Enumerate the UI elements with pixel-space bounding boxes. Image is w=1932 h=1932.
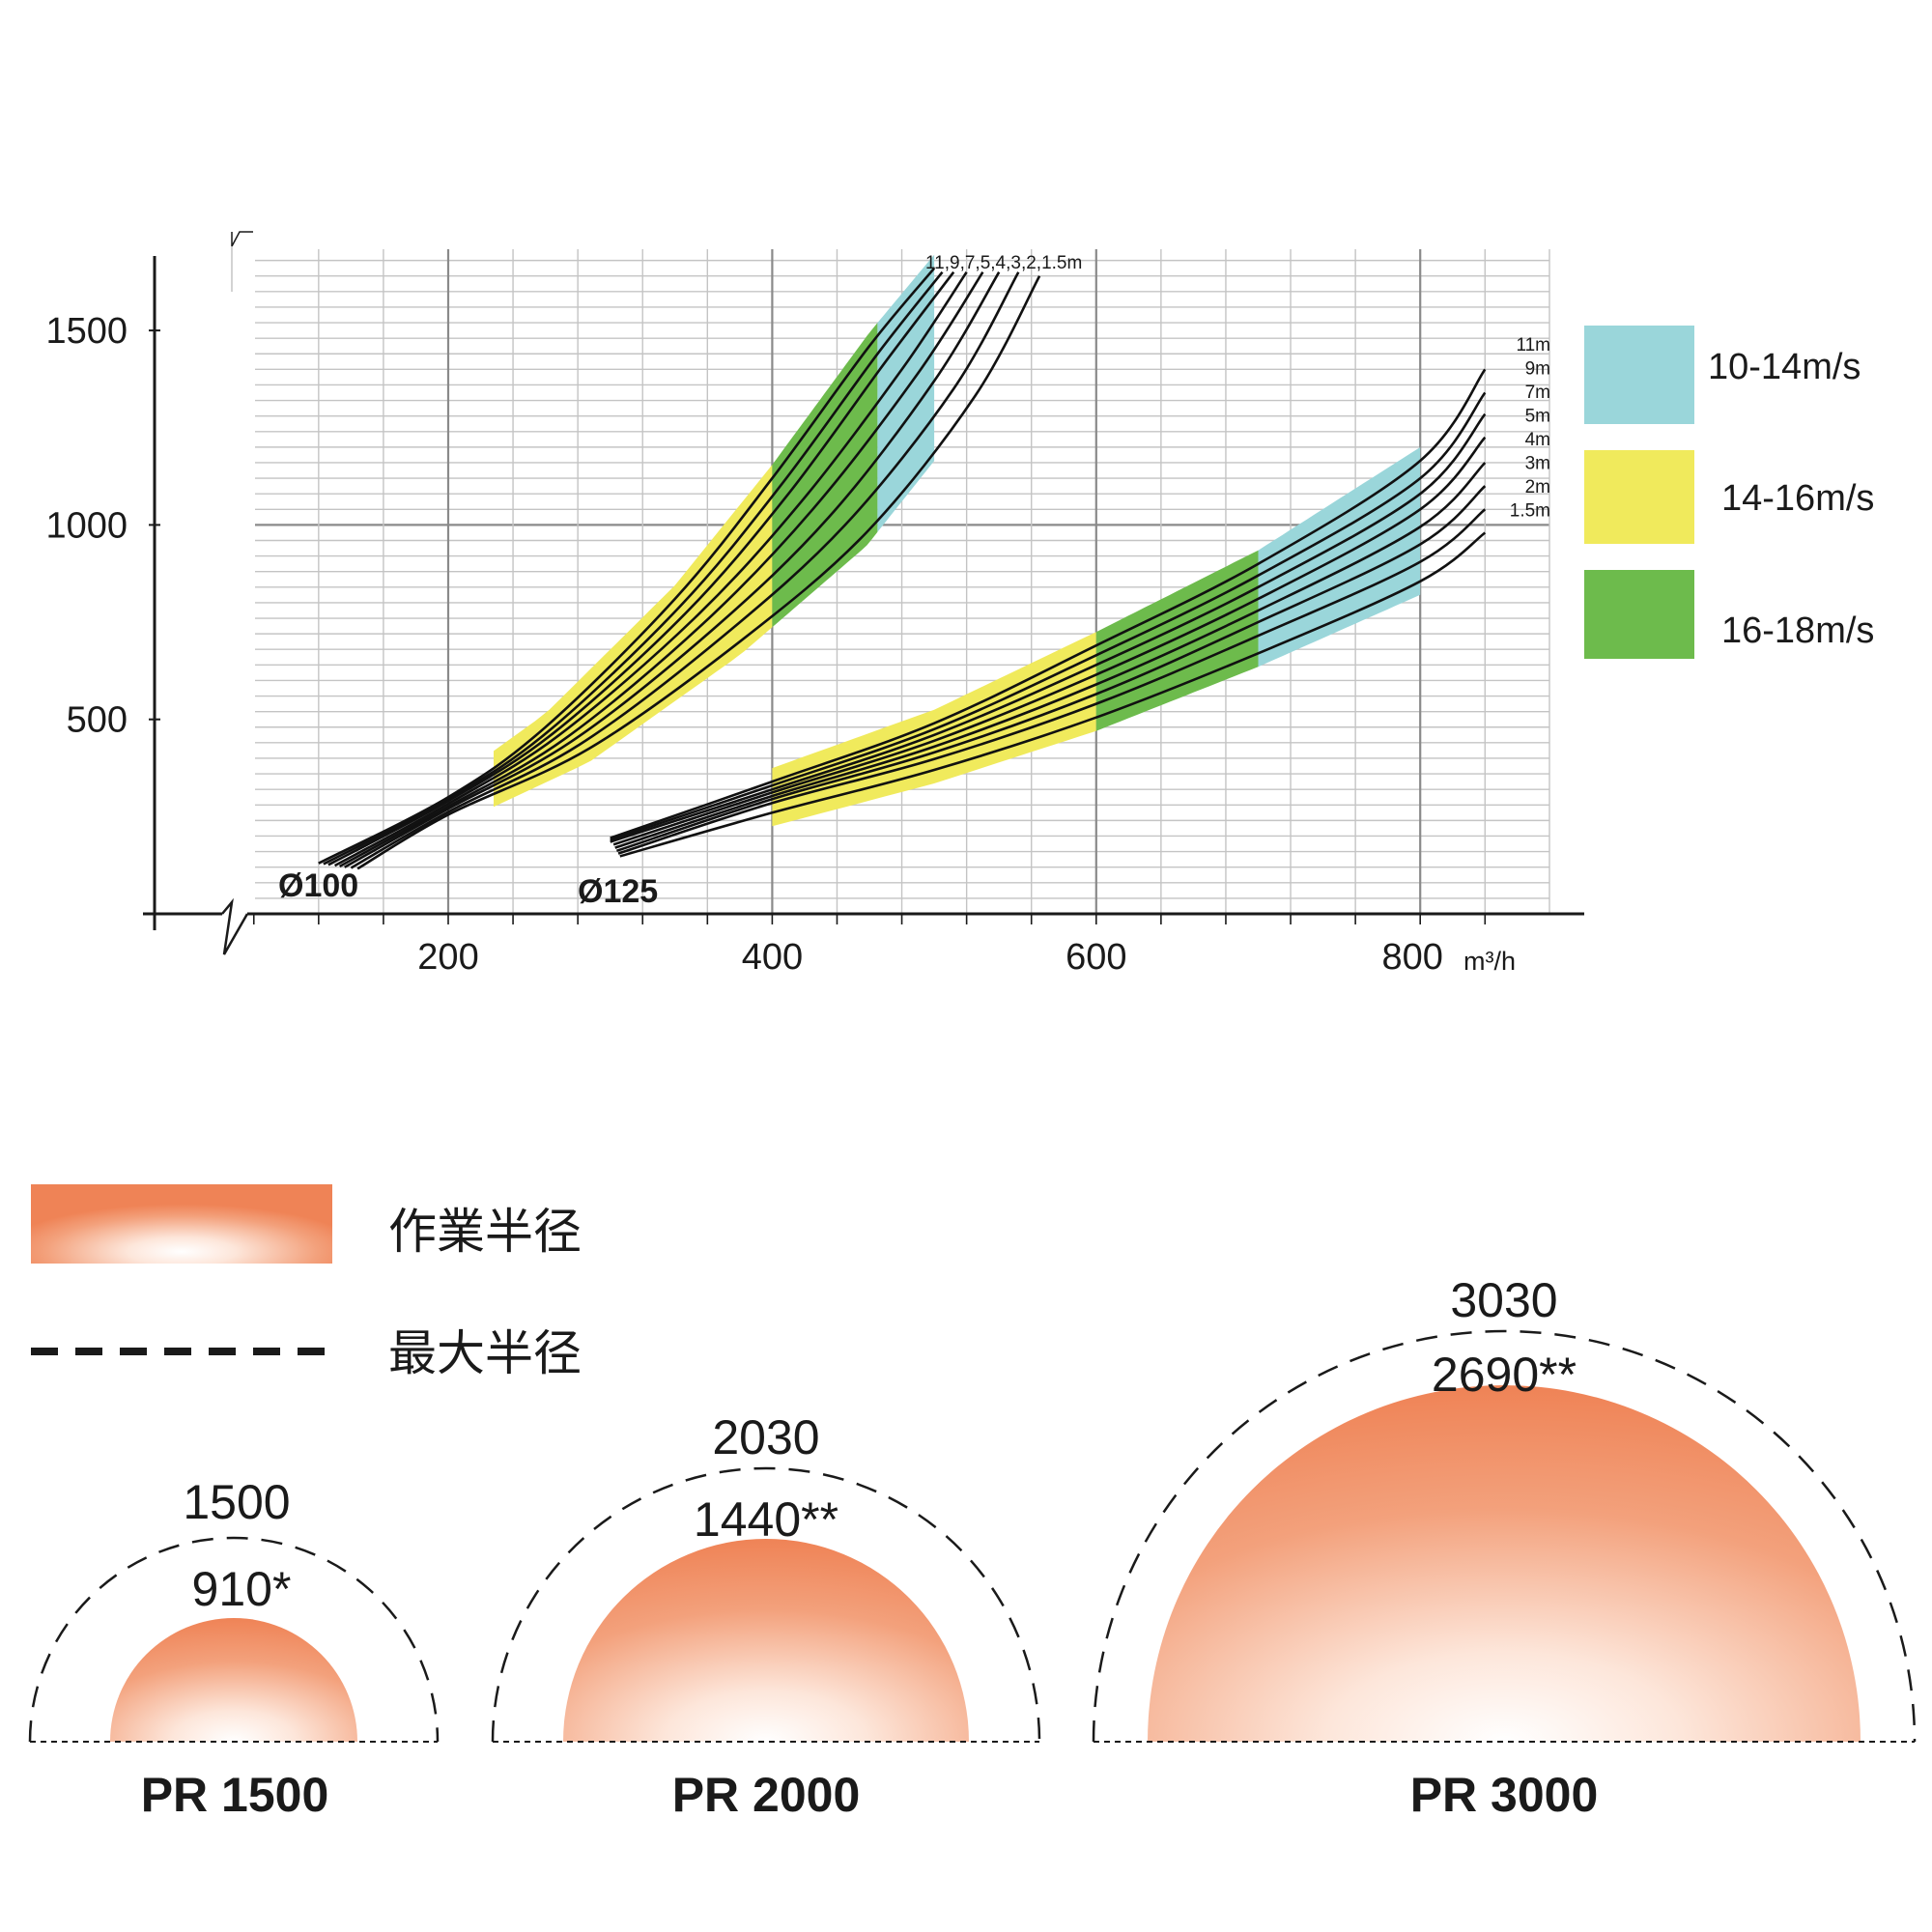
working-radius-swatch [31,1184,332,1264]
length-label-group1: 11,9,7,5,4,3,2,1.5m [925,253,1082,273]
max-radius-label: 最大半径 [388,1325,582,1381]
series-line-d125-6 [617,508,1487,855]
max-radius-arc [1092,1329,1917,1743]
max-radius-arc [491,1466,1041,1743]
series-line-d100-0 [318,267,936,865]
length-labels-group2: 11m 9m 7m 5m 4m 3m 2m 1.5m [1510,335,1550,522]
model-name: PR 3000 [1410,1768,1599,1822]
length-label-1.5m: 1.5m [1510,501,1550,522]
length-label-11m: 11m [1516,335,1550,355]
series-line-d100-7 [356,275,1041,870]
legend-swatch-10-14 [1584,326,1694,424]
velocity-band-yellow [494,465,773,808]
series-line-d125-4 [614,462,1487,849]
max-radius-value: 1500 [183,1475,290,1529]
series-line-d125-5 [615,485,1487,853]
axis-break-mark-bottom [221,897,249,955]
x-tick-label: 400 [742,937,803,978]
series-line-d100-3 [333,270,968,867]
length-label-7m: 7m [1525,383,1550,403]
x-tick-label: 200 [417,937,478,978]
x-unit-label: m³/h [1463,947,1516,976]
series-line-d125-0 [610,368,1487,839]
radius-diagram-pr3000: 3030 2690** PR 3000 [1092,1273,1917,1822]
length-label-9m: 9m [1525,359,1550,380]
series-line-d100-2 [327,270,955,867]
velocity-legend: 10-14m/s 14-16m/s 16-18m/s [1584,326,1874,659]
y-tick-label: 1000 [45,505,128,546]
series-line-d125-2 [610,412,1487,843]
performance-chart: 200 400 600 800 1500 1000 500 m³/h Ø100 Ø125 1… [45,231,1584,978]
radius-diagram-pr2000: 2030 1440** PR 2000 [491,1410,1041,1822]
working-radius-arc [563,1539,969,1742]
legend-label-10-14: 10-14m/s [1708,347,1861,387]
working-radius-value: 910* [192,1562,292,1616]
working-radius-value: 2690** [1432,1348,1577,1402]
series-line-d125-7 [619,531,1487,858]
max-radius-arc [28,1536,440,1743]
radius-legend: 作業半径 最大半径 [31,1184,582,1381]
working-radius-arc [1148,1385,1861,1742]
working-radius-arc [110,1618,357,1742]
working-radius-value: 1440** [694,1492,838,1547]
series-line-d100-1 [323,270,944,866]
chart-axes [143,231,1584,955]
model-name: PR 2000 [672,1768,861,1822]
length-label-2m: 2m [1525,477,1550,497]
legend-swatch-16-18 [1584,570,1694,659]
max-radius-value: 2030 [712,1410,819,1464]
duct-label-100: Ø100 [278,867,358,904]
series-line-d125-1 [610,391,1487,841]
x-tick-label: 800 [1381,937,1442,978]
model-name: PR 1500 [141,1768,329,1822]
series-line-d100-4 [338,270,984,868]
x-tick-label: 600 [1065,937,1126,978]
velocity-bands [494,254,1421,827]
radius-diagram-pr1500: 1500 910* PR 1500 [28,1475,440,1822]
tick-labels: 200 400 600 800 1500 1000 500 [45,311,1442,978]
working-radius-label: 作業半径 [388,1204,582,1260]
length-label-5m: 5m [1525,407,1550,427]
axis-break-mark-top [231,231,253,247]
series-line-d125-3 [612,436,1487,846]
series-line-d100-6 [350,271,1020,869]
y-tick-label: 1500 [45,311,128,352]
series-line-d100-5 [344,271,1001,868]
legend-swatch-14-16 [1584,450,1694,544]
duct-label-125: Ø125 [578,873,658,910]
y-tick-label: 500 [67,700,128,741]
axis-break-gap [199,232,255,937]
max-radius-value: 3030 [1450,1273,1557,1327]
length-label-3m: 3m [1525,454,1550,474]
velocity-band-blue [877,254,935,532]
length-label-4m: 4m [1525,430,1550,450]
legend-label-16-18: 16-18m/s [1721,611,1874,651]
legend-label-14-16: 14-16m/s [1721,478,1874,519]
series-curves [318,267,1487,870]
